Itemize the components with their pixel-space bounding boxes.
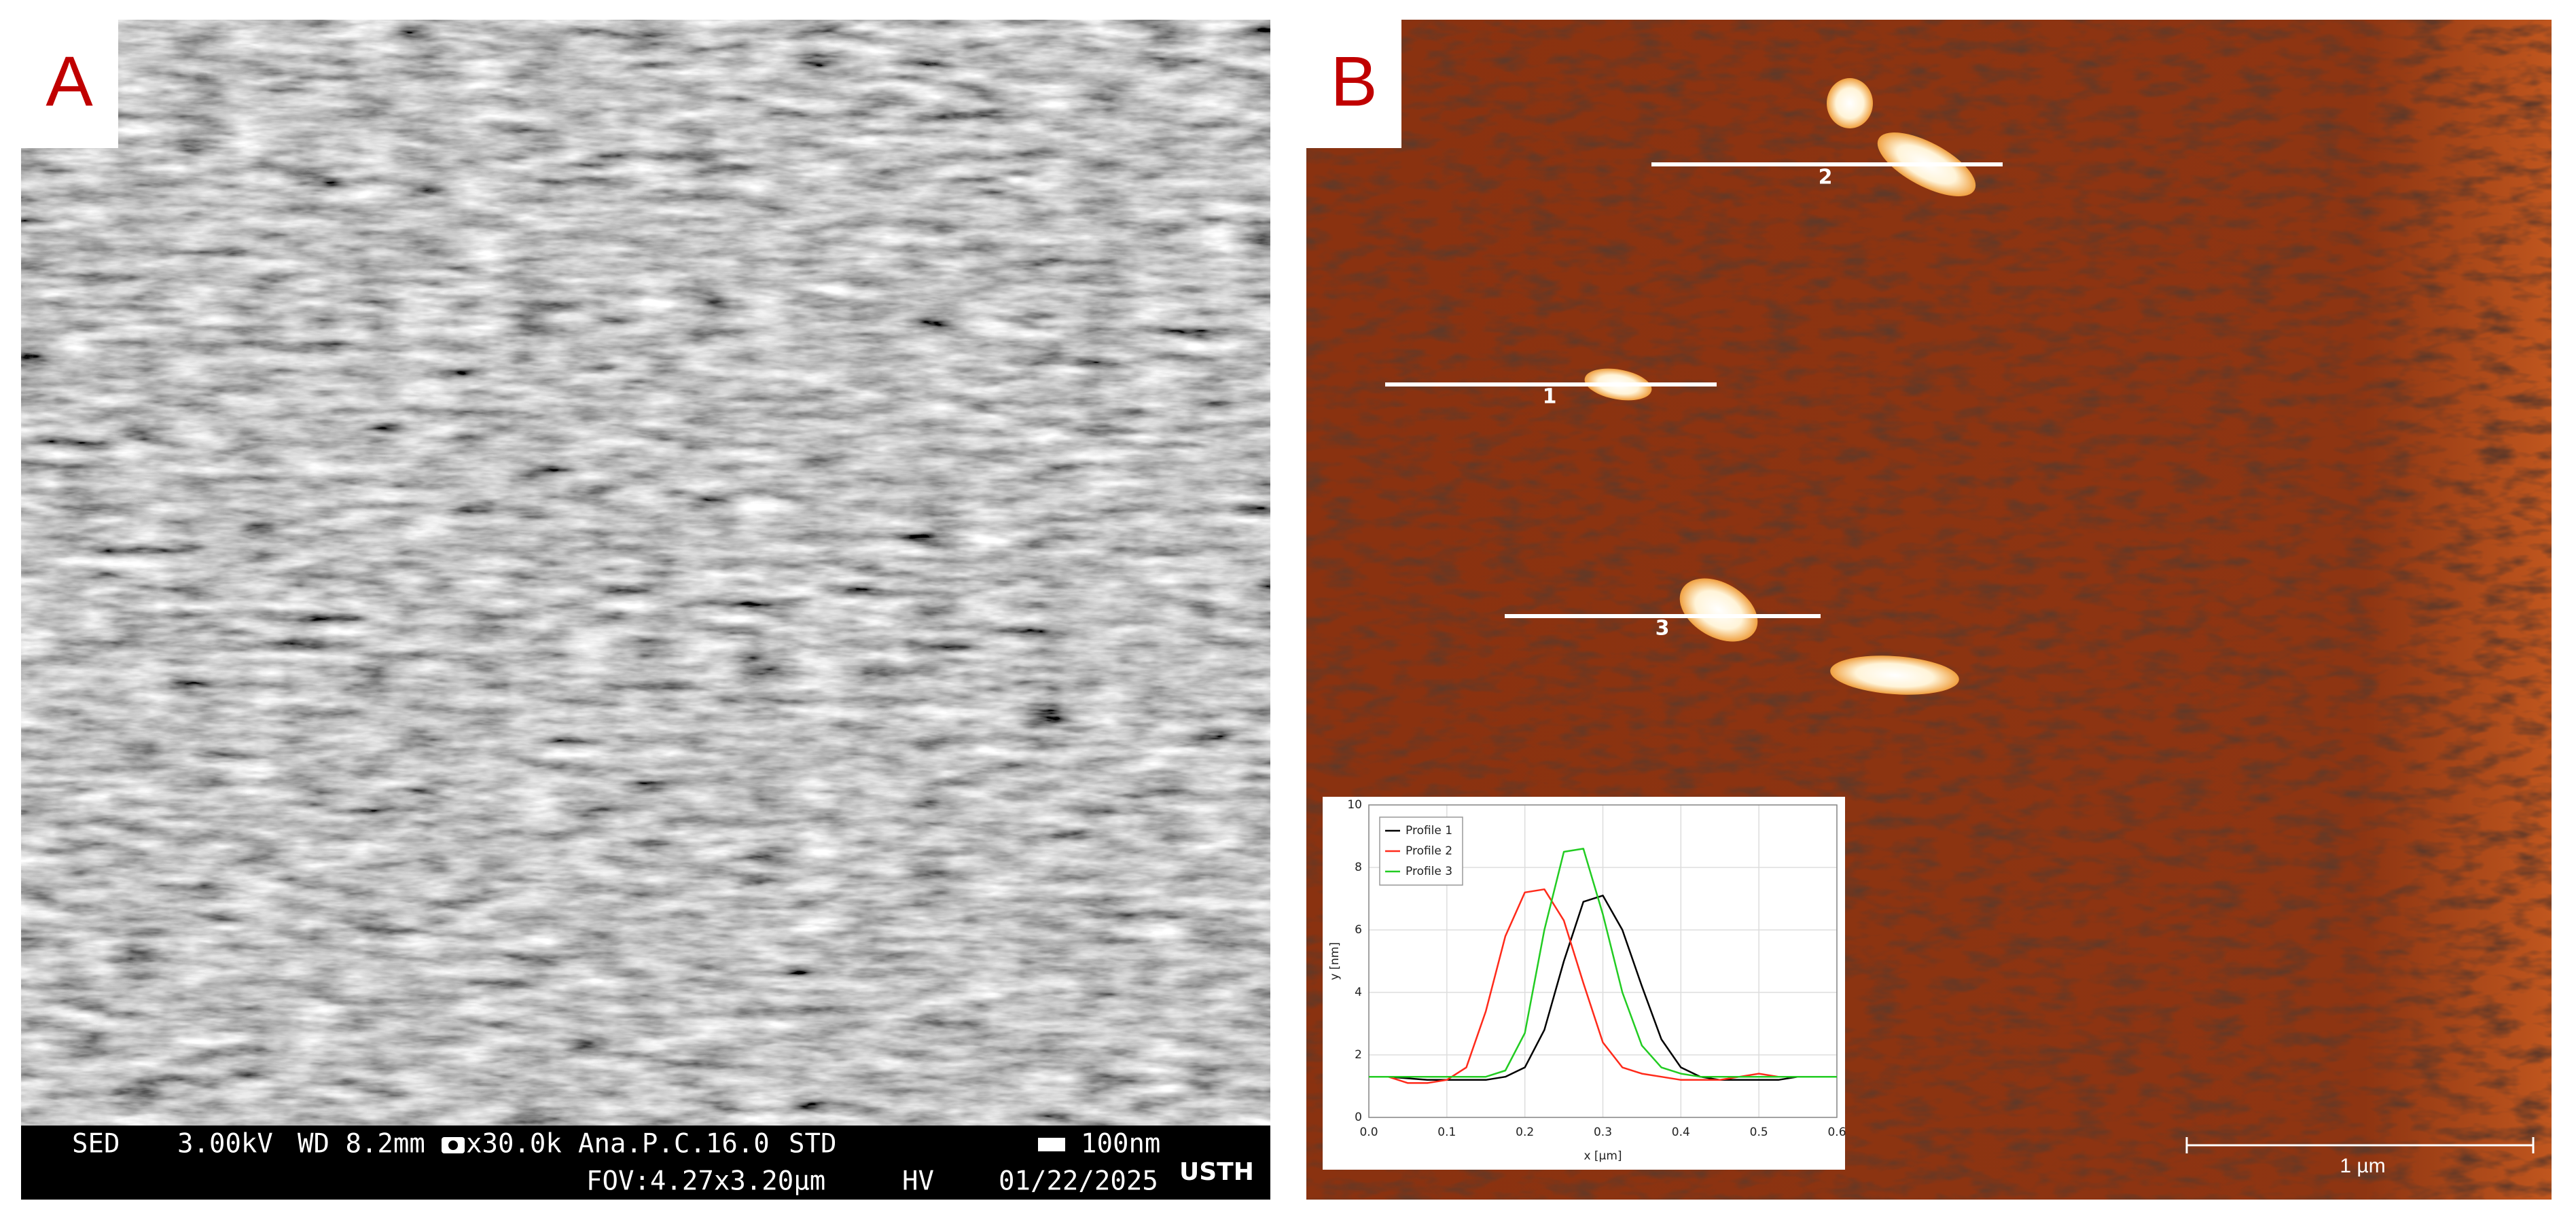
info-text: 3.00kV: [177, 1129, 273, 1160]
profile-line: [1369, 888, 1837, 1084]
info-text: WD 8.2mm: [298, 1129, 425, 1160]
plot-frame: [1368, 804, 1838, 1118]
x-tick-label: 0.4: [1672, 1126, 1690, 1139]
profile-label: 2: [1819, 166, 1833, 190]
panel-label: B: [1330, 42, 1377, 121]
legend-label: Profile 3: [1406, 865, 1452, 878]
info-text: STD: [789, 1129, 836, 1160]
profile-lines: [1385, 162, 2003, 618]
legend-label: Profile 1: [1406, 824, 1452, 838]
panel-b: 1 2 3 1 µm B: [1306, 20, 2552, 1200]
y-axis-label: y [nm]: [1328, 942, 1342, 980]
y-tick-label: 4: [1355, 986, 1362, 999]
scale-label: 1 µm: [2340, 1155, 2385, 1177]
profile-chart: 0.0 0.1 0.2 0.3 0.4 0.5 0.6 0 2 4 6 8 10 x [µm] y [nm]…: [1328, 798, 1846, 1163]
y-tick-label: 6: [1355, 923, 1362, 937]
info-text: FOV:4.27x3.20µm: [586, 1166, 825, 1197]
profile-line: [1369, 848, 1837, 1078]
info-text: SED: [72, 1129, 120, 1160]
scale-bar: [1038, 1138, 1065, 1151]
x-tick-label: 0.0: [1359, 1126, 1378, 1139]
panel-label: A: [46, 42, 93, 121]
info-text: Ana.P.C.16.0: [578, 1129, 770, 1160]
x-axis-label: x [µm]: [1584, 1149, 1622, 1163]
x-tick-label: 0.3: [1594, 1126, 1612, 1139]
profile-label: 1: [1543, 385, 1557, 409]
info-text: x30.0k: [466, 1129, 562, 1160]
label-box: [1306, 20, 1401, 148]
particles: [1584, 78, 1976, 695]
y-tick-label: 10: [1347, 798, 1362, 812]
y-tick-label: 8: [1355, 861, 1362, 874]
y-tick-label: 0: [1355, 1111, 1362, 1124]
label-box: [21, 20, 118, 148]
info-text: 01/22/2025: [999, 1166, 1158, 1197]
x-tick-label: 0.6: [1827, 1126, 1846, 1139]
logo: USTH: [1179, 1158, 1254, 1186]
info-text: 100nm: [1081, 1129, 1160, 1160]
legend-label: Profile 2: [1406, 844, 1452, 858]
x-tick-label: 0.1: [1437, 1126, 1456, 1139]
scale-bar: [2185, 1137, 2535, 1153]
profile-label: 3: [1656, 617, 1670, 641]
sem-texture: [21, 20, 1270, 1126]
panel-a: A SED 3.00kV WD 8.2mm x30.0k Ana.P.C.16.…: [21, 20, 1270, 1200]
x-tick-label: 0.2: [1516, 1126, 1534, 1139]
camera-icon: [442, 1137, 465, 1153]
info-text: HV: [902, 1166, 934, 1197]
y-tick-label: 2: [1355, 1048, 1362, 1062]
x-tick-label: 0.5: [1750, 1126, 1768, 1139]
